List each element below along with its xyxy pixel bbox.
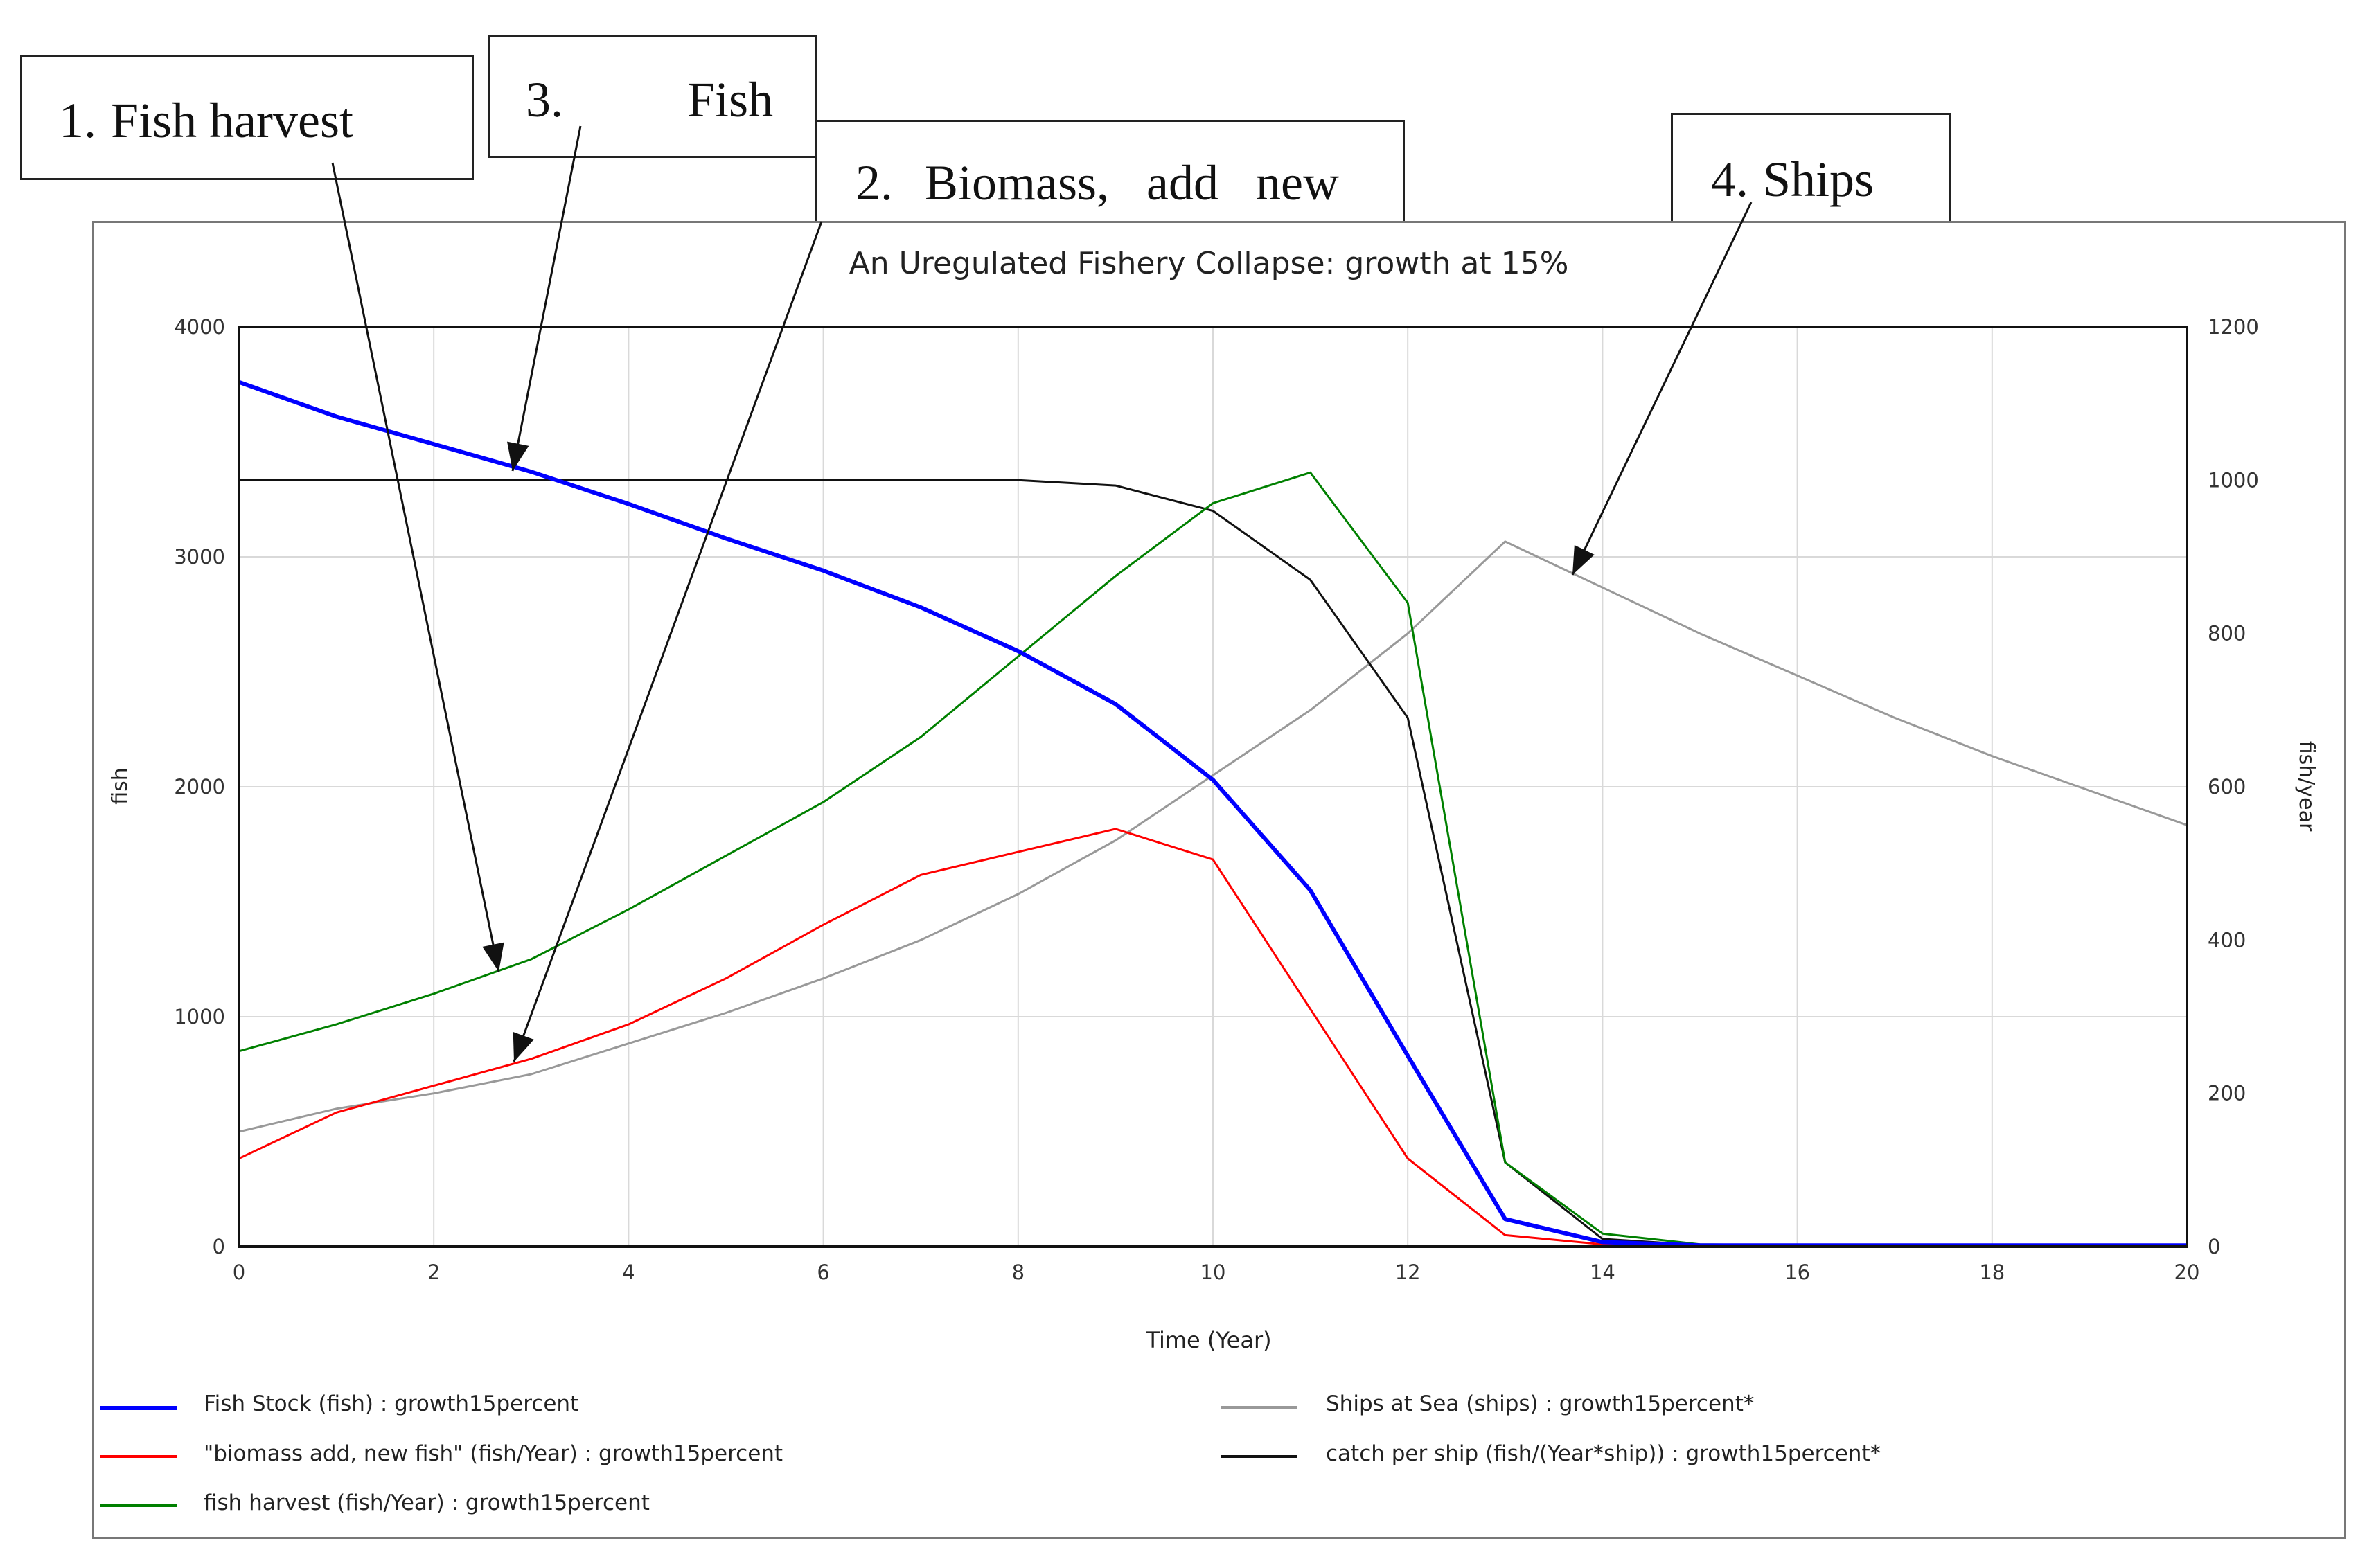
arrow-biomass <box>513 221 823 1062</box>
arrow-ships-head <box>1572 545 1595 575</box>
y-axis-title-right: fish/year <box>2294 741 2319 832</box>
chart-panel: Fish Stock (fish) : growth15percent "bio… <box>92 221 2346 1539</box>
callout-biomass-num: 2. <box>856 155 893 211</box>
legend-swatch-catch-per-ship <box>1221 1455 1297 1458</box>
arrow-biomass-head <box>513 1031 534 1062</box>
arrow-fish-shaft <box>511 125 582 472</box>
legend-label-ships: Ships at Sea (ships) : growth15percent* <box>1326 1391 1755 1416</box>
legend-swatch-biomass <box>100 1455 177 1458</box>
callout-fish-harvest-text: Fish harvest <box>111 93 353 148</box>
y-tick-label-left: 2000 <box>174 775 225 799</box>
arrow-fish-harvest <box>331 162 504 972</box>
series-line-ships-at-sea <box>238 540 2188 1133</box>
callout-fish: 3. Fish <box>488 35 817 158</box>
legend-label-catch-per-ship: catch per ship (fish/(Year*ship)) : grow… <box>1326 1441 1881 1466</box>
y-tick-label-left: 3000 <box>174 545 225 569</box>
x-tick-label: 16 <box>1784 1260 1810 1284</box>
callout-fish-harvest: 1. Fish harvest <box>20 55 474 180</box>
arrow-fish <box>507 125 582 472</box>
legend-label-biomass: "biomass add, new fish" (fish/Year) : gr… <box>204 1441 783 1466</box>
x-tick-label: 8 <box>1012 1260 1025 1284</box>
legend-swatch-fish-harvest <box>100 1504 177 1507</box>
y-tick-label-left: 0 <box>213 1235 225 1258</box>
callout-fish-harvest-num: 1. <box>59 93 96 148</box>
y-tick-label-right: 200 <box>2208 1082 2246 1105</box>
arrow-biomass-shaft <box>513 221 823 1062</box>
plot-frame <box>238 326 2188 1248</box>
y-tick-label-left: 4000 <box>174 315 225 339</box>
x-tick-label: 0 <box>233 1260 245 1284</box>
x-tick-label: 18 <box>1979 1260 2005 1284</box>
legend-label-fish-stock: Fish Stock (fish) : growth15percent <box>204 1391 579 1416</box>
x-tick-label: 14 <box>1590 1260 1615 1284</box>
y-tick-label-right: 600 <box>2208 775 2246 799</box>
y-axis-title-left: fish <box>108 767 132 805</box>
callout-ships-text: Ships <box>1763 152 1874 207</box>
x-tick-label: 12 <box>1395 1260 1421 1284</box>
legend-swatch-fish-stock <box>100 1406 177 1410</box>
y-tick-label-right: 1200 <box>2208 315 2259 339</box>
y-tick-label-right: 0 <box>2208 1235 2220 1258</box>
arrow-ships <box>1571 202 1753 576</box>
x-axis-title: Time (Year) <box>1145 1327 1271 1353</box>
y-tick-label-right: 800 <box>2208 622 2246 645</box>
legend-label-fish-harvest: fish harvest (fish/Year) : growth15perce… <box>204 1490 650 1515</box>
axes: 0 2 4 6 8 10 12 14 16 18 2001000200030004000020040… <box>174 315 2259 1284</box>
x-tick-label: 10 <box>1200 1260 1226 1284</box>
y-tick-label-left: 1000 <box>174 1005 225 1028</box>
callout-fish-text: Fish <box>687 72 774 127</box>
legend-swatch-ships <box>1221 1406 1297 1409</box>
arrow-fish-harvest-head <box>482 942 504 972</box>
callout-fish-num: 3. <box>526 72 563 127</box>
x-tick-label: 20 <box>2174 1260 2200 1284</box>
x-tick-label: 2 <box>427 1260 440 1284</box>
arrow-fish-head <box>507 441 529 471</box>
y-tick-label-right: 1000 <box>2208 468 2259 492</box>
arrow-fish-harvest-shaft <box>331 162 500 972</box>
arrow-ships-shaft <box>1571 202 1753 576</box>
y-tick-label-right: 400 <box>2208 928 2246 952</box>
x-tick-label: 4 <box>622 1260 635 1284</box>
callout-biomass-text: Biomass, add new <box>925 155 1339 211</box>
grid <box>239 327 2187 1247</box>
x-tick-label: 6 <box>817 1260 829 1284</box>
callout-arrows <box>331 125 1753 1062</box>
callout-ships-num: 4. <box>1711 152 1748 207</box>
chart-title: An Uregulated Fishery Collapse: growth a… <box>849 246 1569 281</box>
